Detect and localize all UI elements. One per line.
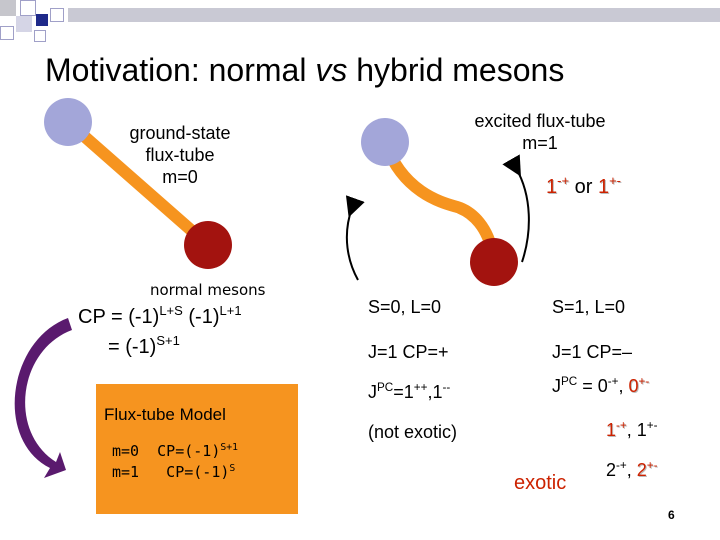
col1-jpc: JPC=1++,1-- bbox=[368, 380, 451, 402]
label-line: flux-tube bbox=[145, 145, 215, 165]
col2-jpc: JPC = 0-+, 0+- bbox=[552, 374, 650, 396]
antiquark-red bbox=[470, 238, 518, 286]
corner-square bbox=[0, 0, 16, 16]
normal-mesons-caption: normal mesons bbox=[150, 281, 266, 299]
col2-header: S=1, L=0 bbox=[552, 297, 626, 317]
flux-tube-model-row1: m=0 CP=(-1)S+1 bbox=[112, 442, 238, 460]
flux-tube-excited bbox=[379, 136, 500, 268]
flux-tube-model-row2: m=1 CP=(-1)S bbox=[112, 463, 236, 481]
ground-state-label: ground-state flux-tube m=0 bbox=[100, 122, 260, 188]
corner-square bbox=[20, 0, 36, 16]
excited-jpc-options: 1-+ or 1+- bbox=[546, 173, 622, 198]
label-line: ground-state bbox=[129, 123, 231, 143]
col2-jcp: J=1 CP=– bbox=[552, 342, 633, 362]
quark-blue bbox=[44, 98, 92, 146]
quark-blue bbox=[361, 118, 409, 166]
page-number: 6 bbox=[668, 508, 675, 522]
label-line: m=0 bbox=[162, 167, 198, 187]
cp-formula-line2: = (-1)S+1 bbox=[108, 333, 180, 358]
flux-tube-model-box bbox=[96, 384, 298, 514]
corner-square bbox=[34, 30, 46, 42]
flux-tube-model-title: Flux-tube Model bbox=[104, 405, 226, 424]
flux-tube-ground bbox=[62, 116, 214, 251]
col1-note: (not exotic) bbox=[368, 422, 458, 442]
corner-square bbox=[0, 26, 14, 40]
corner-square bbox=[50, 8, 64, 22]
col2-line3: 2-+, 2+- bbox=[606, 458, 658, 480]
rotation-arrow-left bbox=[345, 195, 365, 281]
cp-formula-line1: CP = (-1)L+S (-1)L+1 bbox=[78, 303, 242, 328]
exotic-label: exotic bbox=[514, 472, 567, 494]
col2-line2: 1-+, 1+- bbox=[606, 418, 658, 440]
col1-header: S=0, L=0 bbox=[368, 297, 442, 317]
label-line: excited flux-tube bbox=[474, 111, 606, 131]
label-line: m=1 bbox=[522, 133, 558, 153]
header-band bbox=[68, 8, 720, 22]
excited-flux-tube-label: excited flux-tube m=1 bbox=[455, 110, 625, 154]
corner-square bbox=[36, 14, 48, 26]
purple-curve-arrow bbox=[14, 318, 72, 478]
col1-jcp: J=1 CP=+ bbox=[368, 342, 449, 362]
slide-title: Motivation: normal vs hybrid mesons bbox=[45, 52, 565, 88]
antiquark-red bbox=[184, 221, 232, 269]
corner-square bbox=[16, 16, 32, 32]
rotation-arrow-right bbox=[502, 154, 530, 263]
